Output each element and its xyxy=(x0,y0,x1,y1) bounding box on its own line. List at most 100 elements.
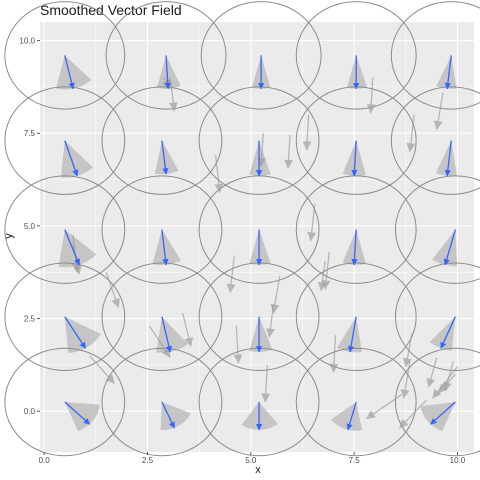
arrow-head xyxy=(365,410,376,420)
raw-vector xyxy=(329,335,339,373)
arrow-head xyxy=(317,281,327,292)
arrow-head xyxy=(111,298,120,309)
smoothed-vectors xyxy=(64,55,457,431)
arrow-head xyxy=(307,231,317,242)
raw-vector xyxy=(307,203,317,242)
raw-vector xyxy=(317,261,327,292)
uncertainty-cone xyxy=(342,229,366,265)
chart-title: Smoothed Vector Field xyxy=(40,2,182,18)
circle xyxy=(105,1,227,110)
arrow-head xyxy=(74,258,80,266)
arrow-head xyxy=(105,374,115,384)
arrow-head xyxy=(168,102,178,112)
smoothed-vector xyxy=(353,55,360,90)
smoothed-vector xyxy=(64,140,79,177)
raw-vector xyxy=(403,333,413,368)
y-axis-title: y xyxy=(3,233,15,239)
circle xyxy=(394,262,480,371)
x-axis-title: x xyxy=(255,464,261,476)
raw-vector xyxy=(261,364,271,403)
arrow-head xyxy=(162,167,169,175)
circle xyxy=(101,86,223,195)
raw-vector xyxy=(399,399,427,429)
arrow-head xyxy=(68,82,75,90)
circle xyxy=(295,262,417,371)
raw-vector xyxy=(105,271,120,309)
arrow-head xyxy=(255,170,263,177)
arrow-head xyxy=(329,363,339,373)
smoothed-vector xyxy=(161,140,169,175)
circle xyxy=(4,262,126,371)
smoothed-vector xyxy=(347,316,357,353)
uncertainty-cone xyxy=(435,140,457,177)
arrow-head xyxy=(266,328,275,338)
uncertainty-cone xyxy=(157,55,181,89)
x-tick-label: 7.5 xyxy=(349,456,361,465)
circle xyxy=(101,175,223,284)
raw-vector xyxy=(72,244,82,275)
arrow-head xyxy=(399,418,409,429)
uncertainty-cone xyxy=(64,316,101,354)
arrow-head xyxy=(347,345,355,353)
arrow-head xyxy=(366,104,376,114)
arrow-head xyxy=(72,169,79,177)
raw-vector xyxy=(89,355,115,384)
circle xyxy=(101,347,223,457)
raw-vector xyxy=(181,312,194,348)
arrow-head xyxy=(226,283,236,294)
arrow-shaft xyxy=(64,140,78,177)
x-tick-label: 10.0 xyxy=(450,456,466,465)
arrow-head xyxy=(161,348,171,359)
arrow-head xyxy=(353,83,360,90)
raw-vector xyxy=(302,114,312,151)
circle xyxy=(4,1,126,110)
raw-vector xyxy=(432,366,458,399)
arrow-shaft xyxy=(64,55,74,89)
circle xyxy=(4,175,126,284)
arrow-head xyxy=(258,83,265,90)
y-tick-label: 2.5 xyxy=(24,315,36,324)
raw-vector xyxy=(433,92,444,131)
smoothed-vector xyxy=(443,229,457,266)
raw-vector xyxy=(233,325,243,364)
circle xyxy=(4,347,126,457)
arrow-head xyxy=(426,377,436,388)
arrow-head xyxy=(261,393,271,403)
arrow-shaft xyxy=(349,316,357,353)
smoothed-vector xyxy=(164,55,171,90)
arrow-shaft xyxy=(353,229,357,265)
x-axis-ticks: 0.0 2.5 5.0 7.5 10.0 xyxy=(39,452,466,465)
y-tick-label: 5.0 xyxy=(24,222,36,231)
arrow-head xyxy=(438,383,448,394)
circle xyxy=(390,86,480,195)
arrow-head xyxy=(440,341,447,349)
arrow-head xyxy=(255,424,263,431)
arrow-head xyxy=(83,418,91,425)
circles xyxy=(4,1,480,457)
smoothed-vector xyxy=(64,316,87,349)
raw-vector xyxy=(168,77,178,112)
arrow-head xyxy=(165,345,172,353)
arrow-head xyxy=(214,183,224,194)
arrow-head xyxy=(351,169,358,177)
x-tick-label: 2.5 xyxy=(142,456,154,465)
uncertainty-cone xyxy=(152,229,182,265)
uncertainty-cone xyxy=(432,229,458,266)
arrow-head xyxy=(73,264,82,275)
circle xyxy=(394,347,480,457)
raw-vector xyxy=(438,373,456,394)
circle xyxy=(200,1,322,110)
arrow-head xyxy=(406,142,416,153)
smoothed-vector xyxy=(255,229,263,266)
raw-vector xyxy=(266,303,275,338)
arrow-head xyxy=(255,346,263,353)
smoothed-vector xyxy=(64,401,91,425)
arrow-head xyxy=(400,389,410,399)
uncertainty-cone xyxy=(346,55,368,89)
smoothed-vector xyxy=(255,316,263,353)
arrow-head xyxy=(169,421,175,429)
smoothed-vector xyxy=(444,55,452,90)
smoothed-vector xyxy=(161,316,172,353)
circle xyxy=(4,86,126,195)
arrow-head xyxy=(403,357,412,368)
